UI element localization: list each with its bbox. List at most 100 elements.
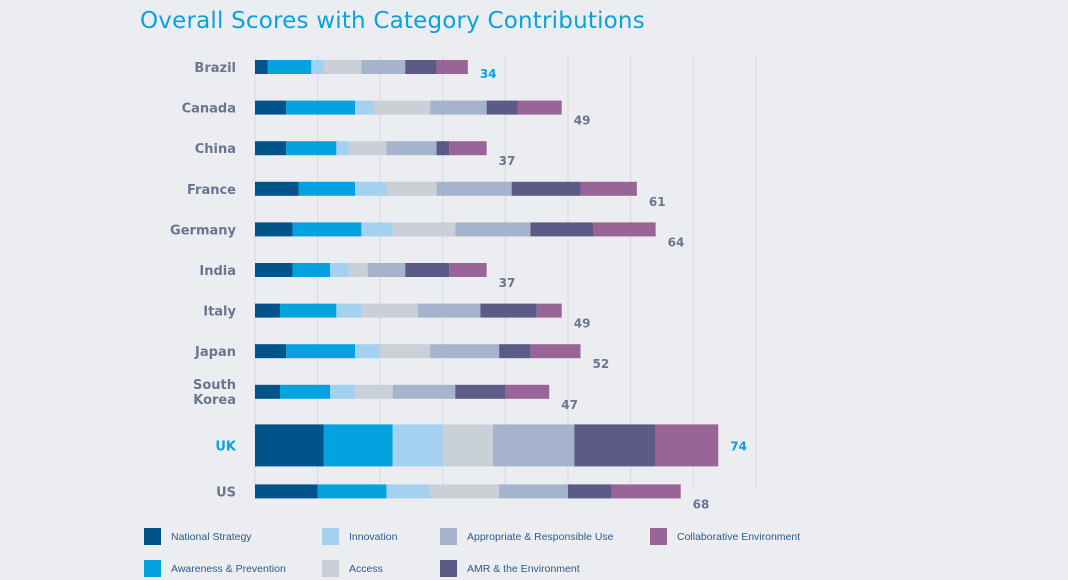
bar-segment-amr-the-environment [499, 344, 531, 359]
legend-swatch [440, 560, 457, 577]
bar-segment-national-strategy [255, 181, 299, 196]
bar-segment-innovation [355, 181, 387, 196]
bar-segment-amr-the-environment [530, 222, 594, 237]
category-label: Canada [182, 102, 236, 117]
bar-segment-appropriate-responsible-use [430, 100, 487, 115]
bar-segment-access [361, 303, 418, 318]
bar-segment-collaborative-environment [517, 100, 562, 115]
bar-segment-awareness-prevention [280, 384, 331, 399]
bars [255, 60, 719, 499]
bar-segment-access [323, 60, 362, 74]
bar-segment-appropriate-responsible-use [436, 181, 512, 196]
bar-segment-innovation [361, 222, 393, 237]
bar-segment-access [355, 384, 393, 399]
bar-segment-innovation [355, 100, 374, 115]
value-label: 64 [668, 235, 685, 249]
bar-segment-national-strategy [255, 60, 268, 74]
value-label: 68 [693, 497, 710, 511]
bar-segment-amr-the-environment [480, 303, 537, 318]
bar-segment-access [430, 484, 500, 499]
bar-segment-innovation [336, 141, 349, 156]
value-label: 37 [499, 154, 516, 168]
bar-segment-innovation [392, 424, 443, 467]
category-label: France [187, 183, 236, 198]
bar-segment-national-strategy [255, 263, 293, 277]
bar-segment-appropriate-responsible-use [417, 303, 481, 318]
legend-swatch [144, 560, 161, 577]
bar-segment-appropriate-responsible-use [455, 222, 531, 237]
bar-segment-access [392, 222, 456, 237]
bar-segment-appropriate-responsible-use [392, 384, 456, 399]
bar-segment-awareness-prevention [323, 424, 393, 467]
bar-segment-amr-the-environment [405, 263, 450, 277]
value-labels: 34 49 37 61 64 37 49 52 47 74 68 [480, 67, 747, 511]
bar-segment-access [373, 100, 431, 115]
category-label: South [193, 378, 236, 393]
bar-segment-amr-the-environment [436, 141, 450, 156]
bar-segment-innovation [330, 263, 349, 277]
category-label: Japan [194, 345, 236, 360]
bar-segment-access [348, 263, 368, 277]
bar-segment-collaborative-environment [505, 384, 550, 399]
bar-segment-awareness-prevention [292, 222, 362, 237]
bar-segment-amr-the-environment [405, 60, 437, 74]
bar-segment-national-strategy [255, 141, 287, 156]
legend-item: Access [322, 560, 383, 577]
legend-label: Collaborative Environment [677, 530, 801, 543]
bar-segment-appropriate-responsible-use [430, 344, 500, 359]
legend-item: Collaborative Environment [650, 528, 800, 545]
category-label: Brazil [194, 61, 236, 76]
category-label: US [216, 485, 236, 500]
bar-segment-national-strategy [255, 384, 281, 399]
bar-segment-collaborative-environment [611, 484, 681, 499]
bar-segment-appropriate-responsible-use [367, 263, 406, 277]
bar-segment-amr-the-environment [568, 484, 612, 499]
legend-item: Innovation [322, 528, 397, 545]
bar-segment-national-strategy [255, 222, 293, 237]
bar-segment-collaborative-environment [580, 181, 637, 196]
bar-segment-national-strategy [255, 303, 281, 318]
legend-swatch [144, 528, 161, 545]
bar-segment-national-strategy [255, 424, 324, 467]
bar-segment-appropriate-responsible-use [386, 141, 437, 156]
bar-segment-access [442, 424, 493, 467]
category-label: UK [215, 439, 237, 454]
bar-segment-innovation [355, 344, 381, 359]
legend: National Strategy Awareness & Prevention I… [144, 528, 844, 580]
value-label: 34 [480, 67, 497, 81]
bar-segment-national-strategy [255, 484, 318, 499]
bar-segment-collaborative-environment [593, 222, 656, 237]
bar-segment-awareness-prevention [292, 263, 331, 277]
category-label: China [195, 142, 236, 157]
legend-label: Innovation [349, 530, 398, 543]
bar-segment-awareness-prevention [286, 141, 337, 156]
category-label: Korea [193, 393, 236, 408]
category-label: Italy [203, 305, 236, 320]
bar-segment-collaborative-environment [536, 303, 562, 318]
stacked-bar-chart: Brazil Canada China France Germany India Italy… [170, 55, 757, 511]
category-label: Germany [170, 223, 236, 238]
bar-segment-innovation [311, 60, 324, 74]
bar-segment-collaborative-environment [449, 263, 487, 277]
bar-segment-appropriate-responsible-use [499, 484, 568, 499]
legend-swatch [650, 528, 667, 545]
value-label: 52 [593, 357, 610, 371]
legend-label: AMR & the Environment [467, 562, 580, 575]
legend-item: AMR & the Environment [440, 560, 580, 577]
category-labels: Brazil Canada China France Germany India Italy… [170, 61, 237, 500]
bar-segment-amr-the-environment [511, 181, 581, 196]
bar-segment-awareness-prevention [286, 100, 356, 115]
bar-segment-collaborative-environment [655, 424, 719, 467]
bar-segment-awareness-prevention [298, 181, 356, 196]
legend-label: National Strategy [171, 530, 252, 543]
legend-item: Appropriate & Responsible Use [440, 528, 614, 545]
bar-segment-national-strategy [255, 100, 287, 115]
bar-segment-collaborative-environment [530, 344, 581, 359]
bar-segment-access [348, 141, 387, 156]
legend-label: Appropriate & Responsible Use [467, 530, 614, 543]
legend-swatch [322, 560, 339, 577]
bar-segment-awareness-prevention [286, 344, 356, 359]
bar-segment-amr-the-environment [455, 384, 506, 399]
bar-segment-amr-the-environment [574, 424, 656, 467]
legend-label: Awareness & Prevention [171, 562, 286, 575]
